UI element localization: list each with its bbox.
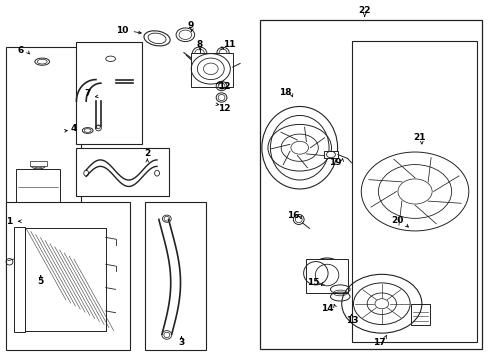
Text: 3: 3: [178, 338, 185, 347]
Text: 1: 1: [6, 217, 13, 226]
Text: 8: 8: [197, 40, 203, 49]
Bar: [352, 41, 477, 342]
Text: 13: 13: [346, 316, 359, 325]
Text: 15: 15: [307, 278, 319, 287]
Bar: [411, 305, 430, 325]
Text: 6: 6: [17, 46, 24, 55]
Text: 19: 19: [329, 158, 342, 167]
Text: 9: 9: [187, 21, 194, 30]
Bar: [324, 150, 338, 158]
Bar: [260, 21, 482, 348]
Bar: [5, 202, 130, 350]
Text: 22: 22: [359, 6, 371, 15]
Bar: [76, 148, 169, 196]
Text: 10: 10: [116, 26, 128, 35]
Text: 5: 5: [38, 276, 44, 285]
Bar: [16, 169, 60, 252]
Text: 18: 18: [279, 87, 292, 96]
Bar: [191, 53, 233, 87]
Text: 20: 20: [391, 216, 404, 225]
Bar: [30, 161, 47, 166]
Text: 21: 21: [414, 133, 426, 142]
Text: 12: 12: [218, 104, 231, 113]
Text: 4: 4: [71, 123, 77, 132]
Bar: [14, 226, 25, 332]
Bar: [76, 42, 143, 144]
Bar: [145, 202, 206, 350]
Text: 7: 7: [84, 89, 91, 98]
Text: 12: 12: [218, 82, 231, 91]
Bar: [306, 259, 347, 293]
Bar: [5, 47, 81, 280]
Text: 11: 11: [223, 40, 236, 49]
Text: 14: 14: [321, 304, 333, 313]
Text: 17: 17: [373, 338, 386, 347]
Text: 2: 2: [144, 149, 150, 158]
Text: 16: 16: [287, 211, 299, 220]
